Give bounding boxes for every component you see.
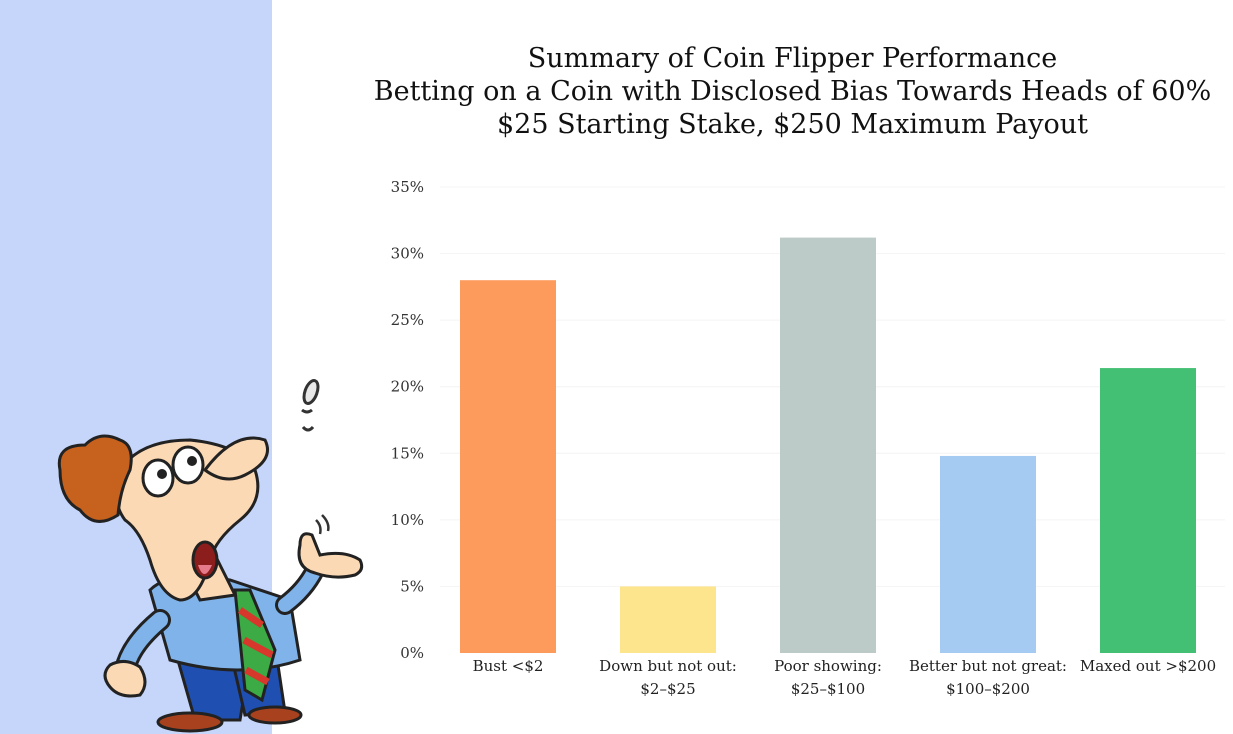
x-category-label: $25–$100 — [791, 680, 865, 698]
x-category-label: Bust <$2 — [473, 657, 544, 675]
y-tick-label: 5% — [400, 577, 424, 595]
x-category-label: Poor showing: — [774, 657, 882, 675]
y-tick-label: 10% — [391, 511, 424, 529]
confused-man-flipping-coin-illustration — [57, 379, 364, 733]
y-tick-label: 25% — [391, 311, 424, 329]
y-tick-label: 15% — [391, 444, 424, 462]
x-category-label: Down but not out: — [599, 657, 737, 675]
chart-subtitle-line-1: Betting on a Coin with Disclosed Bias To… — [373, 76, 1212, 107]
chart-title-block: Summary of Coin Flipper Performance Bett… — [330, 42, 1233, 141]
x-category-label: Maxed out >$200 — [1080, 657, 1216, 675]
bar — [460, 280, 556, 653]
chart-subtitle-line-2: $25 Starting Stake, $250 Maximum Payout — [496, 109, 1089, 140]
bar — [620, 586, 716, 653]
y-tick-label: 20% — [391, 378, 424, 396]
bar — [940, 455, 1036, 653]
chart-title: Summary of Coin Flipper Performance — [527, 43, 1058, 74]
x-category-label: $100–$200 — [946, 680, 1030, 698]
y-tick-label: 35% — [391, 178, 424, 196]
x-category-label: Better but not great: — [909, 657, 1067, 675]
y-tick-label: 30% — [391, 245, 424, 263]
y-tick-label: 0% — [400, 644, 424, 662]
bar — [780, 237, 876, 653]
x-category-label: $2–$25 — [640, 680, 695, 698]
bar — [1100, 368, 1196, 653]
